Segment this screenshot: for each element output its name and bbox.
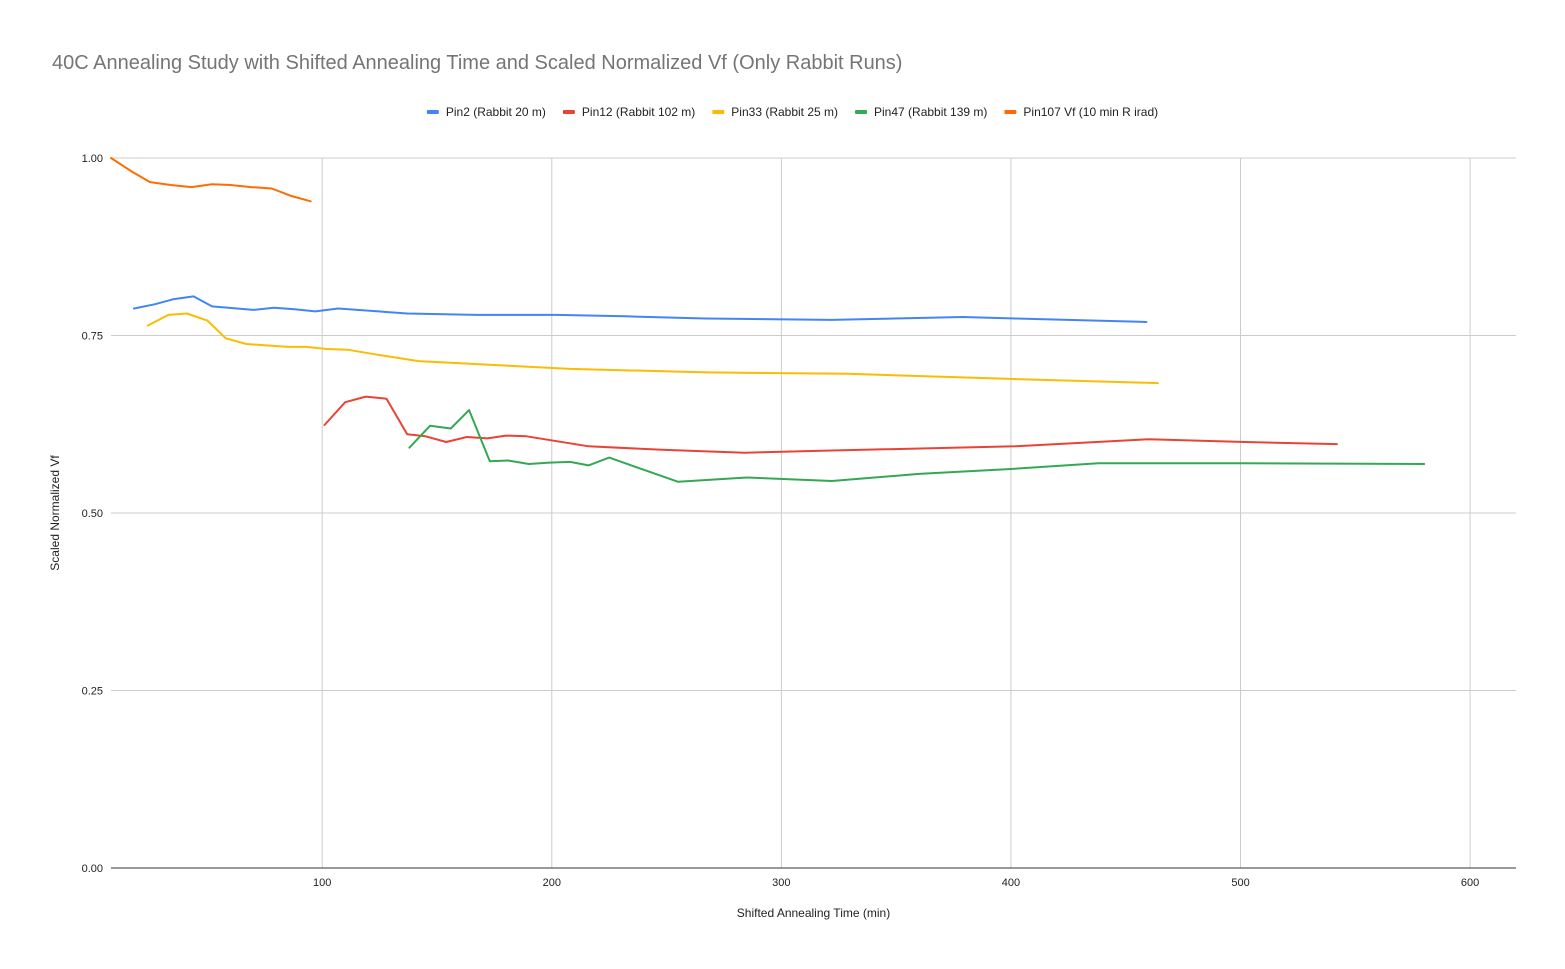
x-tick-label: 200 bbox=[543, 877, 561, 889]
legend-label: Pin33 (Rabbit 25 m) bbox=[731, 105, 838, 119]
x-tick-label: 500 bbox=[1231, 877, 1249, 889]
series-line-3 bbox=[146, 312, 1159, 385]
legend-swatch bbox=[712, 110, 725, 114]
chart-title: 40C Annealing Study with Shifted Anneali… bbox=[52, 52, 902, 74]
y-tick-label: 0.75 bbox=[82, 331, 103, 343]
legend-swatch bbox=[426, 110, 439, 114]
legend-item-4: Pin47 (Rabbit 139 m) bbox=[855, 105, 987, 119]
series-line-5 bbox=[110, 157, 312, 203]
legend-label: Pin47 (Rabbit 139 m) bbox=[874, 105, 987, 119]
x-tick-label: 300 bbox=[772, 877, 790, 889]
legend-label: Pin2 (Rabbit 20 m) bbox=[446, 105, 546, 119]
legend: Pin2 (Rabbit 20 m) Pin12 (Rabbit 102 m) Pi… bbox=[426, 105, 1158, 119]
y-tick-label: 0.00 bbox=[82, 863, 103, 875]
legend-swatch bbox=[562, 110, 575, 114]
series-lines bbox=[110, 157, 1426, 483]
x-tick-label: 100 bbox=[313, 877, 331, 889]
legend-item-3: Pin33 (Rabbit 25 m) bbox=[712, 105, 838, 119]
legend-item-2: Pin12 (Rabbit 102 m) bbox=[562, 105, 695, 119]
x-axis-ticks: 100 200 300 400 500 600 bbox=[313, 877, 1479, 889]
y-axis-label: Scaled Normalized Vf bbox=[48, 455, 62, 571]
legend-label: Pin12 (Rabbit 102 m) bbox=[582, 105, 695, 119]
y-axis-ticks: 0.00 0.25 0.50 0.75 1.00 bbox=[82, 153, 103, 875]
series-line-1 bbox=[133, 295, 1148, 323]
x-tick-label: 600 bbox=[1461, 877, 1479, 889]
series-line-2 bbox=[323, 395, 1338, 454]
x-axis-label: Shifted Annealing Time (min) bbox=[737, 906, 890, 920]
series-line-4 bbox=[408, 409, 1426, 483]
y-tick-label: 0.50 bbox=[82, 508, 103, 520]
y-tick-label: 1.00 bbox=[82, 153, 103, 165]
legend-label: Pin107 Vf (10 min R irad) bbox=[1023, 105, 1158, 119]
grid-lines bbox=[111, 157, 1516, 868]
x-tick-label: 400 bbox=[1002, 877, 1020, 889]
legend-swatch bbox=[855, 110, 868, 114]
legend-swatch bbox=[1004, 110, 1017, 114]
legend-item-1: Pin2 (Rabbit 20 m) bbox=[426, 105, 546, 119]
legend-item-5: Pin107 Vf (10 min R irad) bbox=[1004, 105, 1158, 119]
y-tick-label: 0.25 bbox=[82, 686, 103, 698]
